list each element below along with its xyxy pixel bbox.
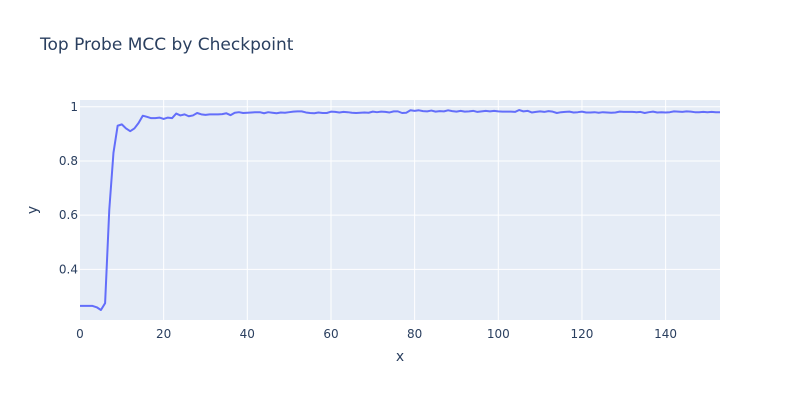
x-axis-title: x: [396, 349, 404, 365]
series-line: [80, 109, 720, 311]
chart-title: Top Probe MCC by Checkpoint: [39, 35, 294, 55]
series-group: [80, 109, 720, 311]
y-tick-label: 0.4: [59, 262, 78, 276]
x-tick-label: 0: [76, 327, 84, 341]
x-tick-label: 80: [407, 327, 422, 341]
y-axis-ticks: 0.4 0.6 0.8 1: [59, 100, 78, 277]
x-axis-ticks: 0 20 40 60 80 100 120 140: [76, 327, 677, 341]
x-tick-label: 140: [654, 327, 677, 341]
x-tick-label: 20: [156, 327, 171, 341]
grid: [80, 100, 720, 320]
y-tick-label: 1: [70, 100, 78, 114]
x-tick-label: 60: [323, 327, 338, 341]
y-tick-label: 0.6: [59, 208, 78, 222]
x-tick-label: 100: [487, 327, 510, 341]
plot-area: [80, 100, 720, 320]
y-axis-title: y: [25, 206, 41, 214]
y-tick-label: 0.8: [59, 154, 78, 168]
x-tick-label: 40: [240, 327, 255, 341]
x-tick-label: 120: [571, 327, 594, 341]
